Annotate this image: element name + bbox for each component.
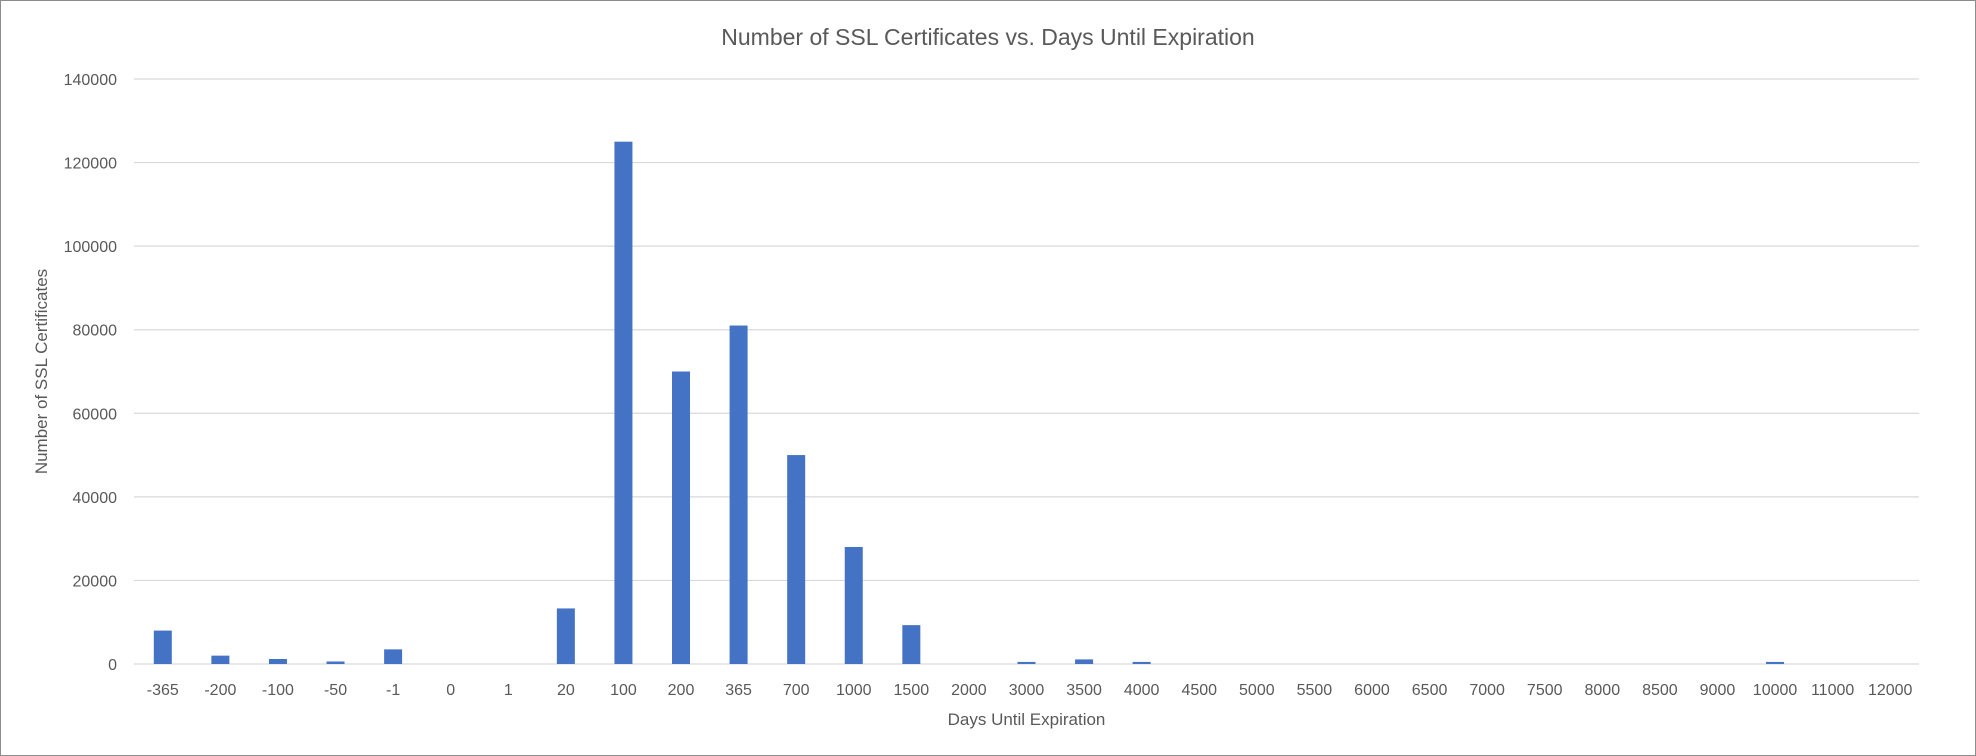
x-tick-label: 3000 (1009, 682, 1045, 699)
y-tick-label: 100000 (64, 239, 117, 256)
x-axis-title: Days Until Expiration (948, 710, 1106, 729)
x-tick-label: 1000 (836, 682, 872, 699)
x-tick-label: 2000 (951, 682, 987, 699)
y-axis-title: Number of SSL Certificates (32, 269, 51, 474)
bar (1075, 659, 1094, 664)
x-tick-label: -100 (262, 682, 294, 699)
x-tick-label: 1500 (894, 682, 930, 699)
x-tick-label: 8000 (1585, 682, 1621, 699)
bar (326, 661, 345, 664)
bar (211, 655, 230, 664)
x-tick-label: 365 (725, 682, 752, 699)
x-tick-label: 20 (557, 682, 575, 699)
bar (268, 658, 287, 664)
bar (787, 455, 806, 664)
y-tick-label: 40000 (73, 490, 118, 507)
x-tick-label: 5500 (1297, 682, 1333, 699)
x-tick-label: 1 (504, 682, 513, 699)
x-tick-label: 7000 (1469, 682, 1505, 699)
bar (1017, 661, 1036, 664)
x-axis-ticks: -365 -200 -100 -50 -1 0 1 20 100 200 365 700 1000 150… (147, 682, 1913, 699)
x-tick-label: 700 (783, 682, 810, 699)
x-tick-label: 11000 (1811, 682, 1854, 699)
bar (902, 625, 921, 664)
bar (384, 649, 403, 664)
y-tick-label: 80000 (73, 323, 118, 340)
bar (672, 371, 691, 664)
y-tick-label: 60000 (73, 406, 118, 423)
bar (729, 325, 748, 664)
bar (1766, 661, 1785, 664)
x-tick-label: 5000 (1239, 682, 1275, 699)
x-tick-label: -200 (204, 682, 236, 699)
y-axis-ticks: 0 20000 40000 60000 80000 100000 120000 140000 (64, 72, 117, 674)
bars (153, 141, 1785, 664)
x-tick-label: 7500 (1527, 682, 1563, 699)
gridlines (134, 78, 1919, 665)
x-tick-label: 100 (610, 682, 637, 699)
bar (556, 608, 575, 664)
x-tick-label: 200 (668, 682, 695, 699)
x-tick-label: 4000 (1124, 682, 1160, 699)
x-tick-label: 6000 (1354, 682, 1390, 699)
x-tick-label: -365 (147, 682, 179, 699)
x-tick-label: -50 (324, 682, 347, 699)
y-tick-label: 140000 (64, 72, 117, 89)
bar (153, 630, 172, 664)
bar (844, 547, 863, 664)
chart-title: Number of SSL Certificates vs. Days Unti… (721, 24, 1254, 50)
y-tick-label: 0 (108, 657, 117, 674)
x-tick-label: 12000 (1868, 682, 1913, 699)
x-tick-label: 0 (446, 682, 455, 699)
bar (1132, 661, 1151, 664)
x-tick-label: 8500 (1642, 682, 1678, 699)
bar (614, 141, 633, 664)
x-tick-label: -1 (386, 682, 400, 699)
x-tick-label: 6500 (1412, 682, 1448, 699)
y-tick-label: 20000 (73, 573, 118, 590)
x-tick-label: 9000 (1700, 682, 1736, 699)
x-tick-label: 3500 (1066, 682, 1102, 699)
x-tick-label: 10000 (1753, 682, 1798, 699)
x-tick-label: 4500 (1181, 682, 1217, 699)
y-tick-label: 120000 (64, 156, 117, 173)
